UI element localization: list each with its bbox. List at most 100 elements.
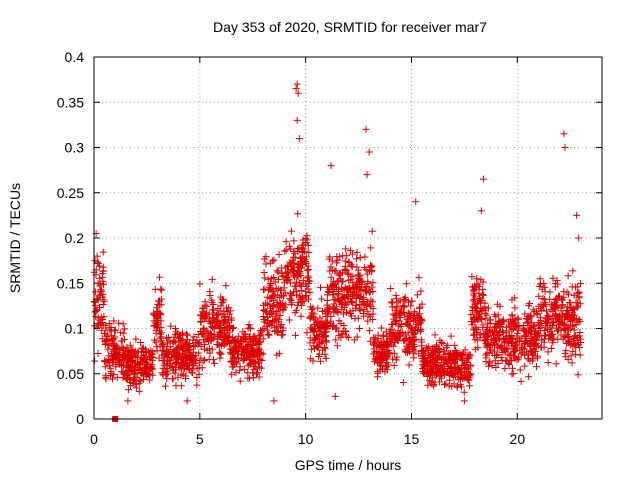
data-point: [382, 328, 390, 336]
data-point: [484, 362, 492, 370]
data-point: [146, 376, 154, 384]
data-point: [304, 265, 312, 273]
data-point: [223, 304, 231, 312]
data-point: [565, 325, 573, 333]
data-point: [154, 301, 162, 309]
data-point: [362, 289, 370, 297]
data-point: [312, 319, 320, 327]
data-point: [330, 290, 338, 298]
data-point: [142, 359, 150, 367]
data-point: [142, 348, 150, 356]
data-point: [195, 349, 203, 357]
data-point: [418, 352, 426, 360]
data-point: [177, 355, 185, 363]
data-point: [508, 332, 516, 340]
data-point: [356, 325, 364, 333]
data-point: [321, 350, 329, 358]
data-point: [576, 351, 584, 359]
data-point: [302, 253, 310, 261]
data-point: [517, 377, 525, 385]
data-point: [389, 320, 397, 328]
data-point: [374, 335, 382, 343]
data-point: [468, 283, 476, 291]
data-point: [218, 299, 226, 307]
data-point: [391, 311, 399, 319]
data-point: [131, 365, 139, 373]
data-point: [410, 354, 418, 362]
data-point: [436, 372, 444, 380]
data-point: [395, 330, 403, 338]
data-point: [275, 251, 283, 259]
data-point: [368, 268, 376, 276]
data-point: [255, 344, 263, 352]
data-point: [179, 329, 187, 337]
data-point: [341, 284, 349, 292]
data-point: [384, 361, 392, 369]
data-point: [481, 309, 489, 317]
data-point: [389, 310, 397, 318]
data-point: [460, 397, 468, 405]
data-point: [544, 315, 552, 323]
data-point: [422, 344, 430, 352]
data-point: [475, 297, 483, 305]
data-point: [564, 356, 572, 364]
data-point: [201, 356, 209, 364]
data-point: [198, 304, 206, 312]
data-point: [468, 303, 476, 311]
data-point: [505, 360, 513, 368]
data-point: [330, 309, 338, 317]
data-point: [444, 342, 452, 349]
x-tick-label: 15: [404, 431, 420, 447]
data-point: [163, 334, 171, 342]
data-point: [163, 360, 171, 368]
data-point: [294, 210, 302, 218]
data-point: [209, 356, 217, 364]
data-point: [296, 261, 304, 269]
data-point: [350, 285, 358, 293]
data-point: [118, 337, 126, 345]
data-point: [125, 348, 133, 356]
data-point: [203, 302, 211, 310]
data-point: [325, 308, 333, 316]
data-point: [333, 253, 341, 261]
data-point: [360, 312, 368, 320]
data-point: [119, 329, 127, 337]
data-point: [450, 358, 458, 366]
data-point: [473, 336, 481, 344]
data-point: [236, 366, 244, 374]
data-point: [347, 247, 355, 255]
data-point: [270, 302, 278, 310]
data-point: [420, 363, 428, 371]
data-point: [447, 370, 455, 378]
plot-frame: [93, 56, 603, 420]
data-point: [566, 341, 574, 349]
data-point: [218, 311, 226, 319]
data-point: [555, 292, 563, 300]
data-point: [484, 340, 492, 348]
data-point: [154, 323, 162, 331]
data-point: [440, 367, 448, 375]
data-point: [436, 336, 444, 344]
data-point: [480, 291, 488, 299]
data-point: [316, 314, 324, 322]
data-point: [367, 244, 375, 252]
data-point: [208, 331, 216, 339]
data-point: [302, 240, 310, 248]
data-point: [546, 324, 554, 332]
data-point: [159, 364, 167, 372]
y-tick-label: 0.4: [65, 49, 85, 65]
data-point: [347, 297, 355, 305]
data-point: [410, 309, 418, 317]
data-point: [484, 333, 492, 341]
data-point: [424, 381, 432, 389]
data-point: [281, 274, 289, 282]
data-point: [124, 386, 132, 394]
data-point: [240, 352, 248, 360]
data-point: [128, 353, 136, 361]
data-point: [259, 335, 267, 343]
data-point: [317, 340, 325, 348]
chart-title: Day 353 of 2020, SRMTID for receiver mar…: [213, 19, 487, 35]
data-point: [221, 332, 229, 340]
data-point: [205, 317, 213, 325]
data-point: [468, 321, 476, 329]
